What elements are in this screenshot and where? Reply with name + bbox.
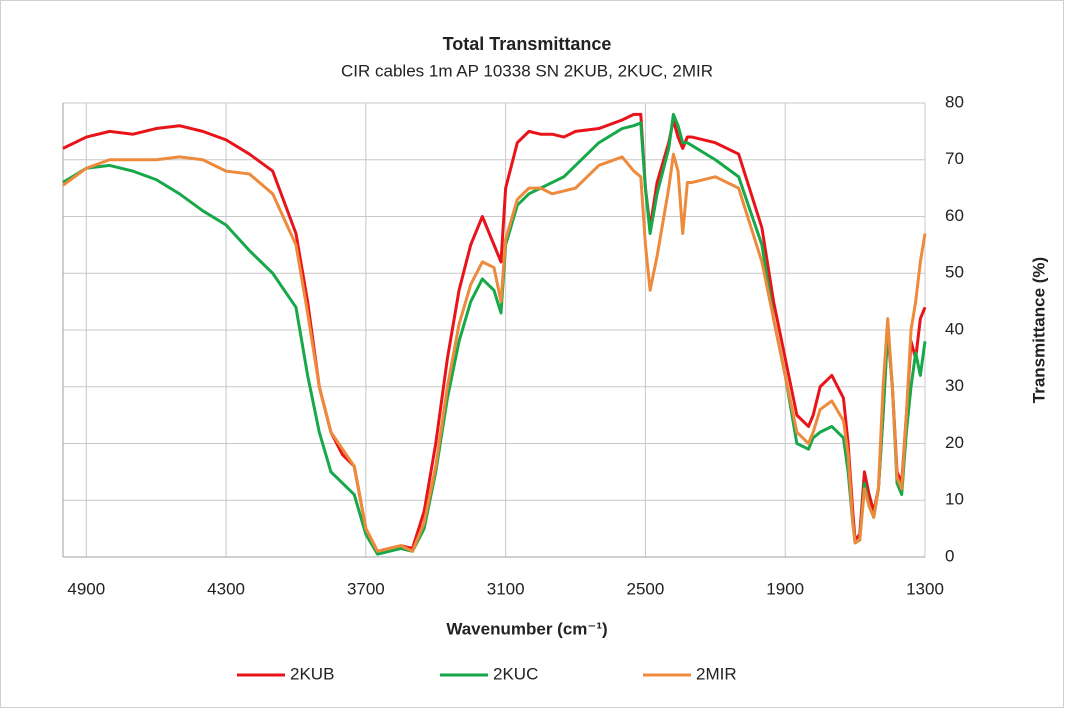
x-tick-label: 1300 — [906, 579, 944, 598]
x-tick-label: 3100 — [487, 579, 525, 598]
x-axis-title: Wavenumber (cm⁻¹) — [446, 619, 607, 638]
x-tick-label: 4900 — [67, 579, 105, 598]
series-line — [62, 152, 927, 553]
y-axis-title: Transmittance (%) — [1029, 257, 1048, 403]
chart-title: Total Transmittance — [443, 34, 612, 54]
y-tick-label: 20 — [945, 433, 964, 452]
series-line — [62, 112, 927, 556]
chart-subtitle: CIR cables 1m AP 10338 SN 2KUB, 2KUC, 2M… — [341, 61, 713, 80]
y-tick-label: 60 — [945, 206, 964, 225]
x-tick-label: 4300 — [207, 579, 245, 598]
x-tick-label: 2500 — [627, 579, 665, 598]
y-tick-label: 10 — [945, 490, 964, 509]
legend-label: 2KUC — [493, 664, 538, 683]
legend-label: 2MIR — [696, 664, 737, 683]
y-tick-label: 40 — [945, 319, 964, 338]
y-tick-label: 80 — [945, 92, 964, 111]
y-tick-label: 0 — [945, 546, 954, 565]
legend-label: 2KUB — [290, 664, 334, 683]
x-tick-label: 1900 — [766, 579, 804, 598]
y-tick-label: 50 — [945, 263, 964, 282]
x-tick-label: 3700 — [347, 579, 385, 598]
y-tick-label: 30 — [945, 376, 964, 395]
y-tick-label: 70 — [945, 149, 964, 168]
